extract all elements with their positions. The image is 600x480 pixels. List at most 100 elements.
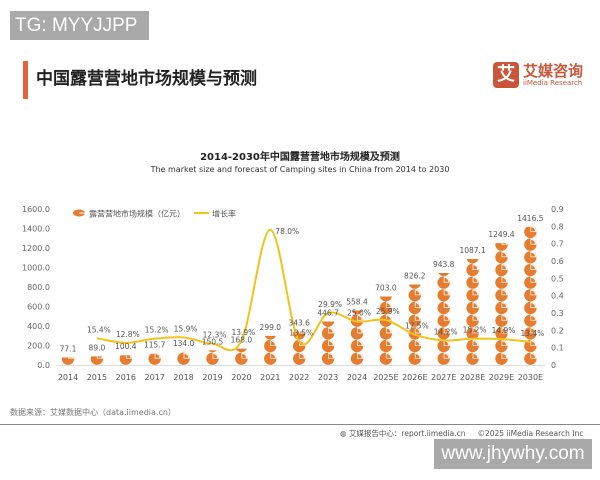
growth-line (96, 228, 531, 352)
pie-slice-inner (386, 303, 391, 308)
y-right-tick-label: 0 (551, 361, 556, 370)
pie-slice-inner (444, 341, 449, 346)
pie-icon (379, 339, 393, 353)
watermark-bottom: www.jhywhy.com (434, 439, 592, 469)
pie-icon (208, 350, 217, 353)
pie-slice-inner (502, 290, 507, 295)
x-tick-label: 2016 (116, 373, 136, 382)
pie-icon (466, 352, 479, 365)
growth-label: 13.5% (289, 329, 313, 338)
value-label: 943.8 (433, 260, 455, 269)
x-tick-label: 2015 (87, 373, 107, 382)
x-tick-label: 2024 (347, 373, 367, 382)
growth-label: 13.4% (520, 329, 544, 338)
pie-slice-inner (213, 353, 218, 358)
pie-slice-inner (531, 265, 536, 270)
bar-2019 (206, 350, 219, 365)
pie-body (466, 259, 479, 264)
logo-text-cn: 艾媒咨询 (523, 62, 584, 80)
pie-slice-inner (328, 341, 333, 346)
bar-2029E (495, 243, 508, 365)
pie-slice-inner (386, 328, 391, 333)
pie-icon (466, 301, 479, 315)
pie-slice-inner (531, 303, 536, 308)
y-left-tick-label: 1200.0 (22, 244, 50, 253)
pie-slice-inner (531, 341, 536, 346)
bar-2027E (437, 272, 450, 365)
growth-label: 17.5% (405, 322, 429, 331)
pie-icon (350, 352, 364, 365)
bar-2016 (119, 355, 132, 365)
pie-slice-inner (444, 315, 449, 320)
pie-icon (321, 339, 335, 353)
x-tick-label: 2030E (518, 373, 543, 382)
pie-icon (495, 352, 508, 365)
pie-icon (321, 327, 335, 340)
pie-icon (90, 356, 104, 365)
x-tick-label: 2021 (260, 373, 280, 382)
growth-label: 15.2% (463, 326, 487, 335)
pie-slice-inner (502, 315, 507, 320)
pie-slice-inner (300, 353, 304, 358)
pie-slice-inner (68, 357, 73, 358)
y-right-tick-label: 0.4 (551, 292, 564, 301)
pie-slice-inner (328, 353, 333, 358)
value-label: 168.0 (231, 336, 253, 345)
pie-icon (177, 352, 190, 365)
pie-slice-inner (473, 277, 478, 282)
pie-slice-inner (502, 277, 507, 282)
x-tick-label: 2022 (289, 373, 309, 382)
pie-icon (466, 339, 479, 353)
x-tick-label: 2020 (231, 373, 251, 382)
growth-label: 25.0% (347, 309, 371, 318)
growth-label: 15.4% (87, 325, 111, 334)
x-tick-label: 2019 (202, 373, 222, 382)
legend-label-growth: 增长率 (212, 209, 236, 219)
pie-icon (524, 301, 537, 315)
pie-icon (350, 339, 364, 353)
pie-icon (524, 238, 537, 251)
value-label: 89.0 (89, 343, 106, 352)
pie-icon (264, 335, 276, 340)
pie-body (495, 243, 508, 251)
pie-slice-inner (328, 328, 333, 333)
pie-icon (206, 352, 219, 365)
pie-slice-inner (531, 252, 536, 257)
y-right-tick-label: 0.2 (551, 326, 564, 335)
pie-icon (379, 296, 392, 302)
pie-slice-inner (531, 328, 536, 333)
pie-slice-inner (271, 353, 275, 358)
footer-report[interactable]: 艾媒报告中心：report.iimedia.cn (348, 429, 466, 438)
pie-icon (495, 276, 508, 289)
bar-2020 (235, 348, 248, 365)
pie-slice-inner (386, 341, 391, 346)
value-label: 115.7 (144, 341, 166, 350)
pie-icon (408, 352, 421, 365)
pie-slice-inner (415, 315, 420, 320)
footer: ◍ 艾媒报告中心：report.iimedia.cn ©2025 iiMedia… (340, 428, 583, 439)
pie-slice-inner (473, 290, 478, 295)
pie-slice-inner (531, 277, 536, 282)
x-tick-label: 2025E (373, 373, 398, 382)
bar-2028E (466, 259, 479, 365)
data-labels: 77.1 89.0 100.4 115.7 134.0 150.5 168.0 299.0 34… (60, 214, 545, 354)
pie-slice-inner (386, 315, 391, 320)
bar-2021 (264, 335, 277, 365)
value-label: 703.0 (375, 283, 397, 292)
pie-icon (119, 355, 132, 365)
pie-icon (235, 352, 248, 365)
logo-text-en: iiMedia Research (523, 79, 583, 87)
bar-2023 (321, 321, 335, 365)
y-right-tick-label: 0.9 (551, 205, 564, 214)
pie-slice-inner (502, 252, 507, 257)
pie-icon (408, 314, 421, 327)
growth-label: 78.0% (275, 227, 299, 236)
pie-slice-inner (473, 265, 478, 270)
chart-title: 2014-2030年中国露营营地市场规模及预测 (200, 152, 400, 163)
pie-icon (524, 251, 537, 264)
pie-icon (437, 301, 450, 315)
pie-icon (495, 263, 508, 277)
pie-icon (379, 301, 393, 315)
bar-2018 (177, 351, 190, 365)
pie-icon (466, 276, 479, 289)
